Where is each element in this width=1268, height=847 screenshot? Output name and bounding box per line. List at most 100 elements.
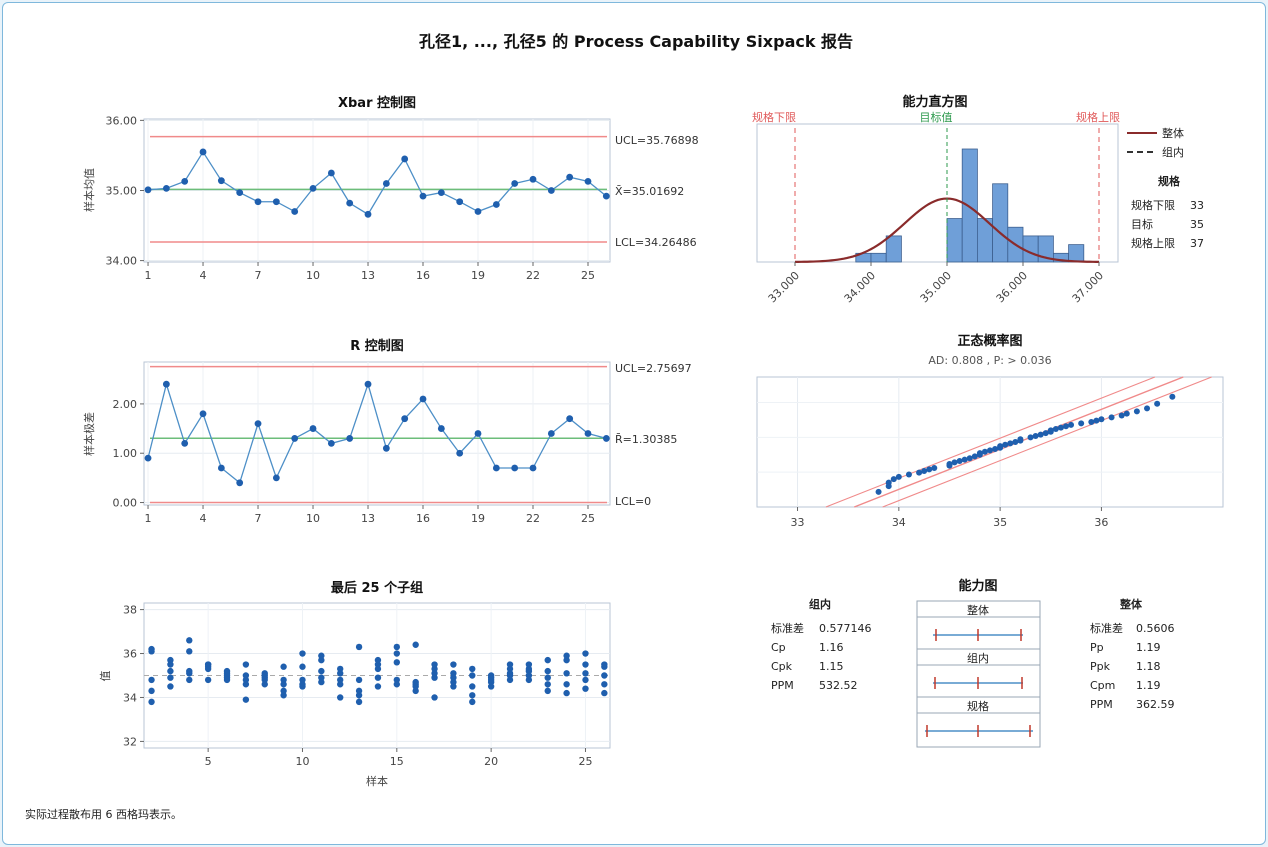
capability-plot-title: 能力图 xyxy=(958,578,997,594)
data-point xyxy=(167,656,174,664)
data-point xyxy=(242,696,250,703)
data-point xyxy=(162,380,170,388)
data-point xyxy=(506,670,514,677)
data-point xyxy=(601,689,608,697)
data-point xyxy=(393,643,401,651)
histogram-legend: 整体 组内 xyxy=(1127,126,1184,159)
data-point xyxy=(602,435,610,442)
data-point xyxy=(487,672,495,679)
x-tick-label: 10 xyxy=(306,269,320,282)
within-row-2-value: 1.15 xyxy=(819,660,844,673)
x-tick-label: 13 xyxy=(361,512,375,525)
data-point xyxy=(280,692,287,699)
data-point xyxy=(469,665,476,673)
data-point xyxy=(1042,430,1049,437)
data-point xyxy=(167,674,174,681)
data-point xyxy=(299,676,306,684)
data-point xyxy=(992,445,999,452)
data-point xyxy=(456,198,464,206)
spec-row-lsl-value: 33 xyxy=(1190,199,1204,212)
data-point xyxy=(1088,419,1095,426)
data-point xyxy=(582,650,589,657)
data-point xyxy=(966,455,973,462)
data-point xyxy=(1133,408,1140,415)
x-tick-label: 22 xyxy=(526,269,540,282)
data-point xyxy=(506,661,514,668)
x-tick-label: 19 xyxy=(471,269,485,282)
data-point xyxy=(525,661,533,668)
data-point xyxy=(547,430,555,437)
data-point xyxy=(162,184,170,192)
y-tick-label: 38 xyxy=(123,604,137,617)
y-tick-label: 36 xyxy=(123,648,137,661)
histogram-bar xyxy=(1068,244,1085,263)
data-point xyxy=(204,676,212,684)
data-point xyxy=(1154,400,1161,407)
overall-row-2-value: 1.18 xyxy=(1136,660,1161,673)
data-point xyxy=(291,435,299,442)
data-point xyxy=(242,681,250,688)
x-tick-label: 35.000 xyxy=(918,269,954,305)
x-tick-label: 25 xyxy=(581,269,595,282)
data-point xyxy=(956,458,963,465)
last-25-subgroups-chart: 最后 25 个子组 值 样本 32 34 36 38 5 10 15 20 25 xyxy=(99,580,611,788)
normprob-subtitle: AD: 0.808 , P: > 0.036 xyxy=(928,354,1051,367)
data-point xyxy=(299,663,306,670)
target-label: 目标值 xyxy=(920,110,953,124)
data-point xyxy=(318,678,325,686)
data-point xyxy=(431,694,438,701)
data-point xyxy=(299,650,306,657)
xbar-chart-title: Xbar 控制图 xyxy=(338,95,416,111)
data-point xyxy=(346,199,354,207)
legend-overall-label: 整体 xyxy=(1162,126,1184,140)
data-point xyxy=(327,169,335,177)
data-point xyxy=(337,681,344,688)
footnote: 实际过程散布用 6 西格玛表示。 xyxy=(25,807,182,821)
y-tick-label: 1.00 xyxy=(113,447,138,460)
confidence-band-line xyxy=(825,376,1156,508)
r-ucl-label: UCL=2.75697 xyxy=(615,362,692,375)
data-point xyxy=(506,665,514,673)
data-point xyxy=(346,435,354,442)
data-point xyxy=(547,187,555,194)
normal-probability-plot: 正态概率图 AD: 0.808 , P: > 0.036 33 34 35 36 xyxy=(756,333,1224,529)
x-tick-label: 36.000 xyxy=(994,269,1030,305)
data-point xyxy=(1144,405,1151,412)
data-point xyxy=(364,210,372,218)
data-point xyxy=(487,683,495,690)
data-point xyxy=(976,450,983,457)
data-point xyxy=(1032,432,1039,439)
data-point xyxy=(280,663,287,670)
data-point xyxy=(419,192,427,200)
data-point xyxy=(199,410,207,418)
within-row-2-label: Cpk xyxy=(771,660,793,673)
data-point xyxy=(431,665,438,673)
data-point xyxy=(946,461,953,468)
data-point xyxy=(374,661,382,668)
overall-row-3-label: Cpm xyxy=(1090,679,1115,692)
overall-row-0-label: 标准差 xyxy=(1090,621,1123,635)
y-tick-label: 0.00 xyxy=(113,497,138,510)
data-point xyxy=(186,637,193,644)
data-point xyxy=(456,449,464,457)
data-point xyxy=(971,453,978,460)
spec-row-target-label: 目标 xyxy=(1131,217,1153,231)
xbar-lcl-label: LCL=34.26486 xyxy=(615,236,697,249)
data-point xyxy=(529,464,537,472)
cap-band-within xyxy=(933,677,1023,689)
data-point xyxy=(525,665,533,673)
data-point xyxy=(563,689,570,697)
normprob-title: 正态概率图 xyxy=(957,333,1022,349)
data-point xyxy=(961,456,968,463)
y-tick-label: 34.00 xyxy=(106,255,138,268)
data-point xyxy=(450,678,457,686)
x-tick-label: 22 xyxy=(526,512,540,525)
data-point xyxy=(280,681,287,688)
data-point xyxy=(544,667,551,675)
x-tick-label: 16 xyxy=(416,269,430,282)
data-point xyxy=(469,692,476,699)
data-point xyxy=(1047,427,1054,434)
capability-histogram: 能力直方图 规格下限 目标值 规格上限 整体 组内 规格 规格下限 33 目标 … xyxy=(752,94,1204,305)
data-point xyxy=(419,395,427,403)
overall-row-0-value: 0.5606 xyxy=(1136,622,1175,635)
